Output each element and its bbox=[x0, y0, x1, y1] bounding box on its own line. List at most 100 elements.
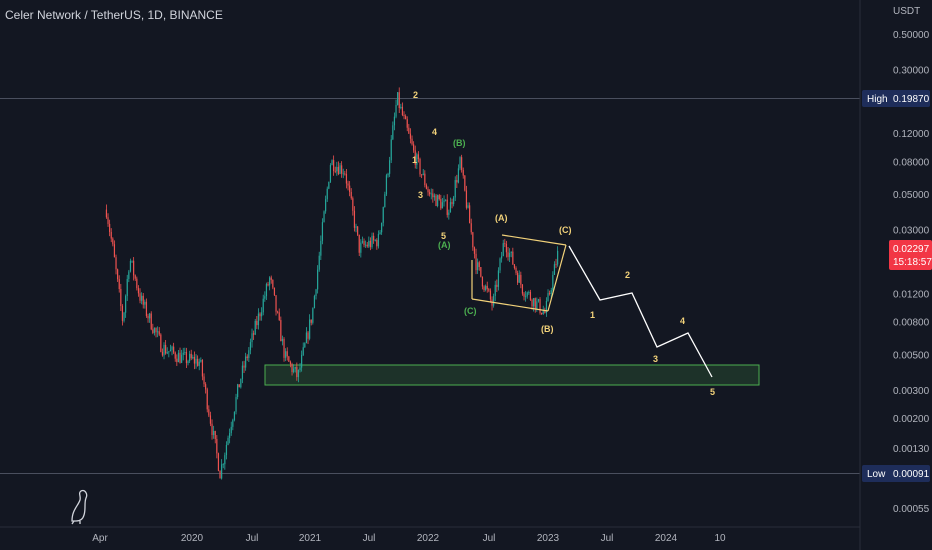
candle-body bbox=[350, 191, 352, 199]
candle-body bbox=[310, 319, 312, 323]
candle-body bbox=[515, 267, 517, 273]
candle-body bbox=[481, 276, 484, 287]
candle-body bbox=[229, 433, 231, 438]
candle-body bbox=[409, 133, 412, 139]
price-label: 0.00055 bbox=[893, 504, 930, 515]
candle-body bbox=[510, 251, 512, 254]
candle-body bbox=[256, 320, 258, 326]
candle-body bbox=[501, 256, 503, 259]
candle-body bbox=[222, 464, 224, 466]
candle-body bbox=[379, 232, 381, 235]
candle-body bbox=[429, 192, 431, 195]
high-tag-bg bbox=[862, 90, 930, 107]
candle-body bbox=[457, 168, 460, 183]
candle-body bbox=[293, 368, 295, 372]
price-axis-unit: USDT bbox=[893, 6, 920, 17]
candle-body bbox=[357, 226, 359, 235]
projection-label-3: 3 bbox=[653, 354, 658, 364]
candle-body bbox=[446, 199, 448, 215]
time-label: 2023 bbox=[537, 533, 560, 544]
wave-label-yellow-c: (C) bbox=[559, 225, 572, 235]
candle-body bbox=[376, 240, 378, 247]
tradingview-logo[interactable] bbox=[71, 489, 88, 525]
candle-body bbox=[275, 295, 277, 312]
candle-body bbox=[120, 289, 122, 306]
candle-body bbox=[203, 376, 205, 385]
candle-body bbox=[437, 195, 439, 206]
candle-body bbox=[201, 360, 204, 377]
candle-body bbox=[341, 165, 343, 174]
candle-body bbox=[507, 252, 509, 257]
candle-body bbox=[483, 286, 485, 291]
price-label: 0.05000 bbox=[893, 190, 930, 201]
candle-body bbox=[117, 269, 119, 280]
wave-label-yellow-a: (A) bbox=[495, 213, 508, 223]
candle-body bbox=[307, 332, 309, 339]
support-zone[interactable] bbox=[264, 364, 760, 386]
candle-body bbox=[337, 166, 340, 174]
candle-body bbox=[313, 296, 316, 309]
projection-path[interactable] bbox=[568, 245, 713, 378]
price-label: 0.01200 bbox=[893, 289, 930, 300]
candle-body bbox=[328, 181, 330, 189]
candle-body bbox=[233, 411, 236, 420]
candle-body bbox=[520, 274, 522, 285]
candle-body bbox=[283, 338, 285, 358]
candle-body bbox=[424, 173, 426, 186]
candle-body bbox=[257, 313, 260, 326]
candle-body bbox=[243, 365, 245, 368]
candle-body bbox=[320, 240, 322, 256]
candle-body bbox=[205, 384, 207, 390]
wave-channel bbox=[471, 234, 567, 312]
candle-body bbox=[445, 199, 447, 201]
candle-body bbox=[181, 354, 183, 363]
candle-body bbox=[414, 150, 416, 165]
candle-body bbox=[323, 211, 325, 223]
candle-body bbox=[277, 311, 279, 313]
low-price-tag: Low 0.00091 bbox=[862, 465, 930, 482]
candle-body bbox=[153, 328, 156, 333]
candle-body bbox=[366, 244, 368, 247]
candle-body bbox=[440, 199, 442, 209]
candle-body bbox=[209, 415, 212, 424]
candle-body bbox=[397, 92, 399, 105]
time-label: 2024 bbox=[655, 533, 678, 544]
price-label: 0.00200 bbox=[893, 414, 930, 425]
candle-body bbox=[118, 279, 120, 290]
candle-body bbox=[421, 174, 423, 176]
candle-body bbox=[174, 352, 176, 359]
candle-body bbox=[469, 205, 471, 224]
candle-body bbox=[358, 234, 360, 253]
price-axis[interactable]: USDT 0.50000 0.30000 0.12000 0.08000 0.05000… bbox=[893, 6, 930, 515]
time-label: 2022 bbox=[417, 533, 440, 544]
candle-body bbox=[547, 293, 549, 301]
candle-body bbox=[441, 202, 444, 209]
candle-body bbox=[521, 284, 524, 294]
candle-body bbox=[478, 262, 480, 268]
candle-body bbox=[534, 298, 536, 309]
candle-body bbox=[504, 243, 506, 244]
time-axis[interactable]: Apr 2020 Jul 2021 Jul 2022 Jul 2023 Jul 2024 10 bbox=[92, 533, 726, 544]
candle-body bbox=[352, 198, 354, 211]
candle-body bbox=[389, 160, 391, 174]
wave-label-green-c: (C) bbox=[464, 306, 477, 316]
candle-body bbox=[544, 311, 546, 313]
candle-body bbox=[245, 356, 247, 368]
candle-body bbox=[523, 293, 525, 297]
channel-right-line bbox=[547, 244, 567, 312]
candle-body bbox=[360, 242, 362, 253]
time-label: 2021 bbox=[299, 533, 322, 544]
candle-body bbox=[177, 352, 180, 363]
chart-title: Celer Network / TetherUS, 1D, BINANCE bbox=[5, 8, 223, 22]
candle-body bbox=[297, 370, 300, 378]
candle-body bbox=[216, 439, 218, 454]
candle-body bbox=[299, 367, 301, 371]
candle-body bbox=[373, 235, 375, 241]
wave-label-yellow-b: (B) bbox=[541, 324, 554, 334]
candle-body bbox=[161, 351, 164, 356]
candle-body bbox=[451, 202, 453, 205]
candle-body bbox=[347, 183, 349, 186]
price-label: 0.50000 bbox=[893, 30, 930, 41]
candle-body bbox=[541, 312, 543, 315]
